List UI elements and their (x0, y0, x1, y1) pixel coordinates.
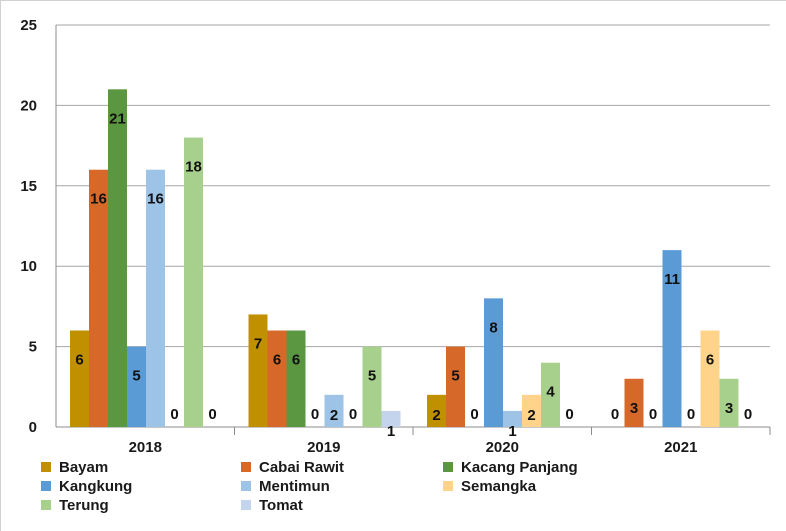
data-label: 1 (387, 423, 395, 440)
data-label: 5 (368, 368, 376, 385)
bar (89, 169, 108, 427)
bar (522, 394, 541, 427)
bar (286, 330, 306, 427)
data-label: 18 (185, 159, 202, 176)
data-label: 0 (470, 406, 478, 423)
data-label: 8 (489, 319, 497, 336)
data-label: 16 (90, 191, 107, 208)
bar (127, 346, 146, 427)
bar (70, 330, 89, 427)
legend-label: Tomat (259, 496, 303, 514)
legend-label: Semangka (461, 477, 537, 495)
legend-swatch (241, 462, 251, 472)
legend-swatch (443, 481, 453, 491)
x-tick-label: 2021 (664, 439, 697, 456)
legend-swatch (41, 462, 51, 472)
legend-item: Bayam (41, 458, 108, 476)
bar (719, 378, 739, 427)
data-label: 0 (208, 406, 216, 423)
legend-swatch (241, 500, 251, 510)
bar (324, 394, 344, 427)
data-label: 0 (311, 406, 319, 423)
bar (484, 298, 503, 427)
data-label: 3 (725, 400, 733, 417)
bar (662, 250, 682, 427)
data-label: 16 (147, 191, 164, 208)
legend-item: Kacang Panjang (443, 458, 578, 476)
legend-swatch (443, 462, 453, 472)
data-label: 6 (292, 352, 300, 369)
legend-label: Mentimun (259, 477, 330, 495)
data-label: 0 (687, 406, 695, 423)
bar (700, 330, 720, 427)
legend-label: Terung (59, 496, 109, 514)
y-tick-label: 15 (20, 178, 37, 195)
data-label: 0 (744, 406, 752, 423)
data-label: 21 (109, 110, 126, 127)
legend-swatch (41, 481, 51, 491)
bar (146, 169, 165, 427)
bar (248, 314, 268, 427)
bar (267, 330, 287, 427)
data-label: 0 (649, 406, 657, 423)
legend-item: Semangka (443, 477, 536, 495)
bar (427, 394, 446, 427)
data-label: 0 (349, 406, 357, 423)
x-tick-label: 2018 (129, 439, 162, 456)
legend-item: Terung (41, 496, 109, 514)
data-label: 5 (132, 368, 140, 385)
data-label: 11 (664, 271, 680, 288)
data-label: 7 (254, 335, 262, 352)
data-label: 0 (170, 406, 178, 423)
data-label: 2 (330, 407, 338, 424)
bar (184, 137, 203, 427)
legend-swatch (41, 500, 51, 510)
legend-swatch (241, 481, 251, 491)
bar (503, 410, 522, 427)
bar (624, 378, 644, 427)
y-tick-label: 25 (20, 17, 37, 34)
legend-label: Bayam (59, 458, 109, 476)
y-tick-label: 10 (20, 258, 37, 275)
data-label: 6 (273, 352, 281, 369)
y-tick-label: 20 (20, 97, 37, 114)
legend-label: Cabai Rawit (259, 458, 345, 476)
data-label: 0 (565, 406, 573, 423)
bar (446, 346, 465, 427)
legend-item: Tomat (241, 496, 303, 514)
legend-label: Kangkung (59, 477, 133, 495)
x-tick-label: 2019 (307, 439, 340, 456)
data-label: 6 (75, 352, 83, 369)
data-label: 1 (508, 423, 516, 440)
legend-item: Kangkung (41, 477, 132, 495)
legend-label: Kacang Panjang (461, 458, 578, 476)
legend-item: Cabai Rawit (241, 458, 344, 476)
y-tick-label: 0 (29, 419, 37, 436)
data-label: 2 (527, 407, 535, 424)
bar (541, 362, 560, 427)
data-label: 6 (706, 352, 714, 369)
data-label: 2 (432, 407, 440, 424)
bar (381, 410, 401, 427)
x-tick-label: 2020 (486, 439, 519, 456)
bar (362, 346, 382, 427)
data-label: 0 (611, 406, 619, 423)
data-label: 4 (546, 384, 555, 401)
data-label: 5 (451, 368, 459, 385)
bar (108, 89, 127, 427)
legend-item: Mentimun (241, 477, 330, 495)
y-tick-label: 5 (29, 339, 37, 356)
data-label: 3 (630, 400, 638, 417)
